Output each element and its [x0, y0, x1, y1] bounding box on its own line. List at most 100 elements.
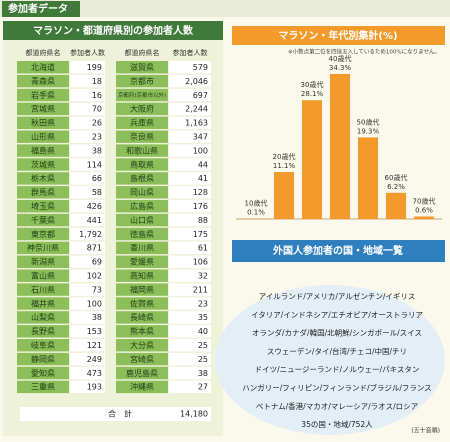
- prefecture-name: 和歌山県: [126, 145, 158, 155]
- participant-count: 153: [87, 327, 102, 336]
- total-label: 合 計: [108, 409, 132, 419]
- column-header: 都道府県名: [125, 48, 160, 57]
- bar: [414, 216, 434, 219]
- prefecture-name: 島根県: [130, 173, 154, 183]
- value-label: 6.2%: [387, 183, 405, 191]
- participant-count: 871: [87, 244, 102, 253]
- prefecture-name: 岡山県: [130, 187, 154, 197]
- participant-count: 27: [198, 383, 208, 392]
- country-line: イタリア/インドネシア/エチオピア/オーストラリア: [251, 310, 423, 319]
- prefecture-name: 鳥取県: [130, 159, 154, 169]
- prefecture-name: 新潟県: [31, 257, 55, 267]
- participant-count: 25: [198, 341, 208, 350]
- participant-count: 426: [87, 202, 102, 211]
- participant-count: 114: [87, 160, 102, 169]
- category-label: 30歳代: [301, 80, 324, 89]
- category-label: 50歳代: [357, 117, 380, 126]
- country-line: オランダ/カナダ/韓国/北朝鮮/シンガポール/スイス: [252, 328, 422, 338]
- category-label: 10歳代: [245, 199, 268, 208]
- bar: [386, 193, 406, 219]
- participant-count: 211: [193, 285, 208, 294]
- participant-count: 18: [92, 77, 102, 86]
- prefecture-name: 静岡県: [31, 354, 55, 364]
- category-label: 40歳代: [329, 54, 352, 63]
- participant-count: 38: [92, 146, 102, 155]
- prefecture-name: 山口県: [130, 215, 154, 225]
- participant-count: 23: [92, 132, 102, 141]
- participant-count: 100: [87, 299, 102, 308]
- prefecture-name: 広島県: [130, 201, 154, 211]
- header-title: 参加者データ: [8, 2, 68, 15]
- participant-count: 61: [198, 244, 208, 253]
- prefecture-name: 埼玉県: [31, 201, 55, 211]
- column-header: 参加者人数: [173, 48, 208, 57]
- participant-count: 35: [198, 313, 208, 322]
- participant-count: 23: [198, 299, 208, 308]
- participant-count: 199: [87, 63, 102, 72]
- participant-count: 70: [92, 105, 102, 114]
- participant-count: 26: [92, 119, 102, 128]
- prefecture-name: 青森県: [31, 76, 55, 86]
- prefecture-name: 佐賀県: [130, 298, 154, 308]
- prefecture-name: 神奈川県: [27, 243, 59, 253]
- prefecture-name: 東京都: [31, 229, 55, 239]
- participant-count: 38: [92, 313, 102, 322]
- participant-count: 176: [193, 202, 208, 211]
- prefecture-name: 愛媛県: [130, 257, 154, 267]
- bar: [274, 172, 294, 219]
- prefecture-name: 大分県: [130, 340, 154, 350]
- bar: [330, 74, 350, 219]
- prefecture-name: 京都市: [130, 76, 154, 86]
- participant-count: 73: [92, 285, 102, 294]
- bar: [358, 137, 378, 219]
- prefecture-name: 秋田県: [31, 118, 55, 128]
- participant-count: 25: [198, 355, 208, 364]
- country-line: アイルランド/アメリカ/アルゼンチン/イギリス: [259, 291, 416, 301]
- prefecture-name: 兵庫県: [130, 118, 154, 128]
- participant-count: 106: [193, 258, 208, 267]
- participant-count: 579: [193, 63, 208, 72]
- prefecture-name: 群馬県: [31, 187, 55, 197]
- prefecture-name: 山形県: [31, 131, 55, 141]
- column-header: 都道府県名: [26, 48, 61, 57]
- category-label: 20歳代: [273, 152, 296, 161]
- participant-count: 40: [198, 327, 208, 336]
- prefecture-name: 京都府(京都市以外): [118, 91, 166, 99]
- participant-count: 2,244: [185, 105, 208, 114]
- prefecture-name: 栃木県: [31, 173, 55, 183]
- chart-title: マラソン・年代別集計(%): [278, 29, 397, 42]
- prefecture-name: 滋賀県: [130, 62, 154, 72]
- participant-count: 175: [193, 230, 208, 239]
- category-label: 60歳代: [385, 173, 408, 182]
- participant-count: 69: [92, 258, 102, 267]
- prefecture-name: 宮崎県: [130, 354, 154, 364]
- participant-count: 66: [92, 174, 102, 183]
- participant-count: 102: [87, 271, 102, 280]
- prefecture-name: 鹿児島県: [126, 368, 158, 378]
- participant-count: 41: [198, 174, 208, 183]
- participant-count: 128: [193, 188, 208, 197]
- participant-count: 347: [193, 132, 208, 141]
- value-label: 19.3%: [357, 127, 380, 135]
- prefecture-name: 福島県: [31, 145, 55, 155]
- prefecture-name: 岐阜県: [31, 340, 55, 350]
- value-label: 28.1%: [301, 90, 324, 98]
- prefecture-name: 高知県: [130, 270, 154, 280]
- world-map-bg: [215, 285, 445, 435]
- prefecture-name: 岩手県: [31, 90, 55, 100]
- participant-count: 441: [87, 216, 102, 225]
- participant-count: 1,792: [79, 230, 102, 239]
- participant-count: 1,163: [185, 119, 208, 128]
- participant-count: 473: [87, 369, 102, 378]
- value-label: 34.3%: [329, 64, 352, 72]
- country-line: ハンガリー/フィリピン/フィンランド/ブラジル/フランス: [242, 383, 432, 393]
- participant-count: 100: [193, 146, 208, 155]
- prefecture-name: 山梨県: [31, 312, 55, 322]
- country-line: 35の国・地域/752人: [301, 419, 373, 429]
- prefecture-name: 千葉県: [31, 215, 55, 225]
- participant-count: 121: [87, 341, 102, 350]
- participant-count: 58: [92, 188, 102, 197]
- prefecture-name: 福岡県: [130, 285, 154, 294]
